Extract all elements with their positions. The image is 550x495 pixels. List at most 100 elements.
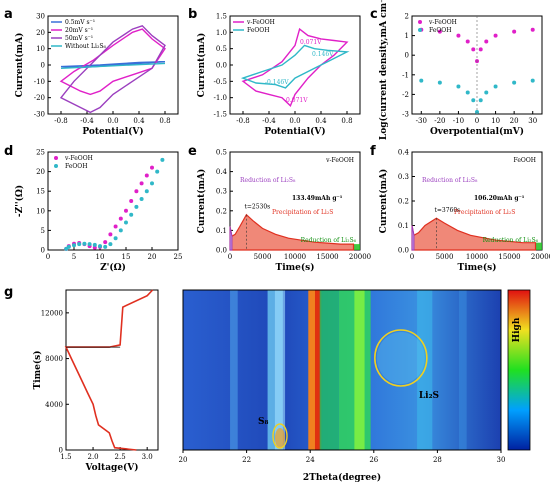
d-point-0	[103, 240, 108, 245]
panel-label-d: d	[4, 144, 13, 159]
b-annotation: 0.071V	[300, 39, 322, 46]
d-ytick-label: 20	[36, 168, 45, 176]
d-point-1	[160, 157, 165, 162]
panel-label-g: g	[4, 285, 13, 300]
g-left-ytick-label: 0	[59, 447, 63, 455]
e-annotation-li2s: Precipitation of Li₂S	[272, 209, 333, 216]
c-point-0	[478, 47, 483, 52]
e-annotation-li2s8: Reduction of Li₂S₈	[240, 177, 296, 184]
c-point-1	[456, 84, 461, 89]
g-left-plot-frame	[65, 289, 159, 451]
c-xtick-label: -20	[434, 117, 445, 125]
b-xlabel: Potential(V)	[264, 126, 325, 137]
panel-a: -0.8 -0.4 0.0 0.4 0.8 -30 -20 -10 0 10 20 30 Potenti…	[14, 13, 179, 137]
e-li2s8-area	[229, 226, 233, 251]
f-xtick-label: 15000	[498, 253, 520, 261]
e-ytick-label: 0.2	[216, 207, 227, 215]
d-point-0	[134, 189, 139, 194]
e-ytick-label: 0.3	[216, 188, 227, 196]
d-point-0	[129, 199, 134, 203]
c-point-0	[456, 33, 461, 38]
g-left-xtick-label: 1.5	[60, 453, 71, 461]
c-legend-label: FeOOH	[429, 27, 451, 34]
d-point-1	[124, 220, 128, 225]
g-right-xtick-label: 30	[497, 456, 506, 464]
a-ytick-label: -30	[34, 111, 45, 119]
g-right-xtick-label: 20	[179, 456, 188, 464]
c-legend-marker	[418, 28, 422, 32]
a-legend-label: 50mV s⁻¹	[65, 35, 93, 42]
g-s8-circle	[272, 423, 288, 449]
g-right-xtick-label: 24	[306, 456, 315, 464]
c-xtick-label: 20	[510, 117, 519, 125]
a-series-line-3	[60, 62, 166, 69]
c-point-0	[493, 33, 498, 38]
c-point-0	[530, 27, 535, 32]
c-xtick-label: 10	[491, 117, 500, 125]
a-legend-label: 0.5mV s⁻¹	[65, 19, 95, 26]
d-xtick-label: 0	[46, 253, 50, 261]
b-xtick-label: 0.8	[341, 117, 352, 125]
panel-label-f: f	[370, 144, 376, 159]
d-point-0	[150, 165, 154, 170]
g-left-ylabel: Time(s)	[32, 351, 43, 390]
b-ytick-label: -1.0	[214, 94, 228, 102]
f-xtick-label: 0	[410, 253, 414, 261]
g-left-xtick-label: 2.0	[87, 453, 98, 461]
c-xlabel: Overpotential(mV)	[430, 126, 524, 137]
e-annotation-li2s6: Reduction of Li₂S₆	[301, 237, 357, 244]
d-legend-marker	[54, 156, 58, 160]
panel-label-e: e	[188, 144, 197, 159]
b-xtick-label: 0.0	[289, 117, 300, 125]
d-point-1	[66, 244, 71, 249]
a-legend-label: 20mV s⁻¹	[65, 27, 93, 34]
f-annotation-li2s6: Reduction of Li₂S₆	[483, 237, 539, 244]
g-heatmap-stripe	[274, 290, 286, 450]
g-left-ytick-label: 8000	[45, 355, 63, 363]
d-point-0	[118, 216, 123, 221]
b-ytick-label: 0.5	[216, 45, 227, 53]
d-point-1	[155, 169, 160, 174]
d-point-1	[150, 181, 154, 186]
c-point-1	[484, 90, 489, 95]
c-xtick-label: -30	[416, 117, 427, 125]
d-point-0	[139, 181, 144, 186]
panel-g-heatmap: S₈ Li₂S 20 22 24 26 28 30 2Theta(degree) High	[179, 289, 531, 483]
c-legend-label: v-FeOOH	[428, 19, 457, 26]
panel-g-voltage: 1.5 2.0 2.5 3.0 0 4000 8000 12000 Voltage(V) Time…	[32, 289, 159, 473]
panel-d: 0 5 10 15 20 25 0 5 10 15 20 25 Z'(Ω) -Z''(Ω) v-FeOOHF…	[14, 149, 182, 274]
a-xtick-label: 0.0	[107, 117, 118, 125]
e-ytick-label: 0.0	[216, 247, 227, 255]
d-ylabel: -Z''(Ω)	[14, 185, 25, 217]
f-ytick-label: 0.4	[398, 149, 410, 157]
b-xtick-label: -0.4	[262, 117, 276, 125]
b-annotation: -0.146V	[265, 79, 289, 86]
a-ytick-label: 20	[36, 29, 45, 37]
panel-e: 0 5000 10000 15000 20000 0.0 0.1 0.2 0.3 0.4 0.5 Ti…	[196, 149, 371, 274]
g-colorbar-label: High	[512, 317, 522, 342]
c-xtick-label: 30	[528, 117, 537, 125]
d-xtick-label: 10	[96, 253, 105, 261]
d-point-1	[77, 242, 82, 247]
g-s8-hotspot	[274, 428, 285, 448]
d-point-1	[72, 243, 76, 248]
d-point-1	[134, 204, 139, 209]
d-xtick-label: 5	[72, 253, 76, 261]
g-heatmap-stripe	[319, 290, 339, 450]
d-point-0	[113, 224, 118, 229]
e-xtick-label: 0	[228, 253, 232, 261]
f-annotation-li2s8: Reduction of Li₂S₈	[422, 177, 478, 184]
c-point-1	[465, 90, 470, 95]
d-point-1	[103, 244, 108, 249]
a-xtick-label: 0.8	[159, 117, 170, 125]
d-xlabel: Z'(Ω)	[100, 262, 126, 273]
d-point-0	[124, 208, 128, 213]
f-ytick-label: 0.3	[398, 173, 409, 181]
f-ylabel: Current(mA)	[378, 169, 389, 234]
e-xlabel: Time(s)	[276, 262, 315, 273]
d-xtick-label: 25	[174, 253, 183, 261]
d-point-1	[108, 242, 113, 247]
f-li2s8-area	[411, 225, 415, 251]
d-plot-frame	[47, 151, 179, 251]
d-xtick-label: 20	[148, 253, 157, 261]
